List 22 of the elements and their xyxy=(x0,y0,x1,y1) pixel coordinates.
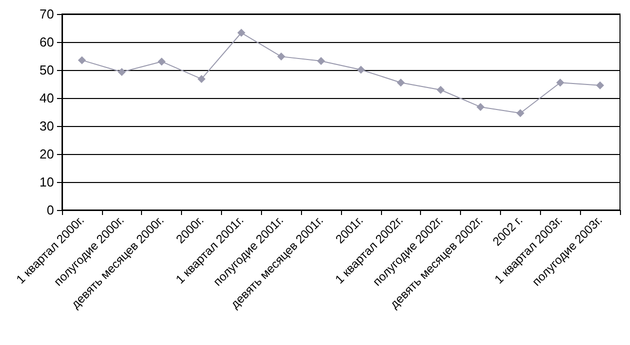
y-tick-label: 70 xyxy=(40,6,54,22)
y-tick-label: 0 xyxy=(46,202,54,218)
point xyxy=(516,109,524,118)
point xyxy=(356,66,365,74)
point xyxy=(198,74,206,83)
point xyxy=(158,58,166,66)
point xyxy=(118,68,126,76)
y-tick-label: 40 xyxy=(40,90,54,106)
point xyxy=(396,78,405,87)
y-tick-label: 30 xyxy=(40,118,54,134)
point xyxy=(436,86,445,94)
point xyxy=(596,81,604,90)
point xyxy=(556,78,564,87)
point xyxy=(237,28,246,37)
y-tick-label: 10 xyxy=(40,174,54,190)
point xyxy=(277,52,286,61)
point xyxy=(78,56,86,64)
y-tick-label: 50 xyxy=(40,62,54,78)
point xyxy=(476,102,484,111)
point xyxy=(317,57,326,66)
y-tick-label: 20 xyxy=(40,146,54,162)
y-tick-label: 60 xyxy=(40,34,54,50)
